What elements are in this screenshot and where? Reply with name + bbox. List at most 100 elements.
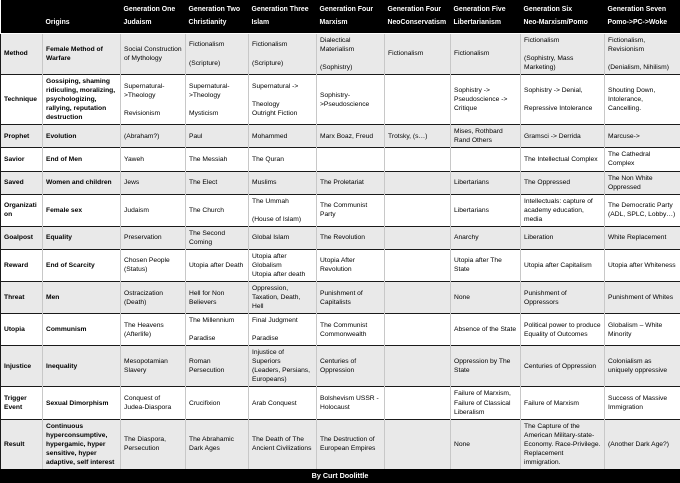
table-cell: Libertarians: [451, 194, 521, 226]
origins-cell: Women and children: [43, 171, 121, 194]
row-label: Threat: [1, 281, 43, 313]
origins-cell: Continuous hyperconsumptive, hypergamic,…: [43, 419, 121, 469]
origins-cell: Men: [43, 281, 121, 313]
origins-cell: End of Men: [43, 148, 121, 171]
column-header: Generation Five Libertarianism: [451, 0, 521, 33]
table-cell: Anarchy: [451, 226, 521, 249]
row-label: Savior: [1, 148, 43, 171]
table-cell: Mohammed: [249, 125, 317, 148]
table-cell: Fictionalism, Revisionism (Denialism, Ni…: [605, 33, 680, 74]
table-cell: [451, 148, 521, 171]
table-cell: Utopia After Revolution: [317, 249, 385, 281]
table-cell: White Replacement: [605, 226, 680, 249]
table-cell: Crucifixion: [186, 387, 249, 419]
table-cell: Failure of Marxism, Failure of Classical…: [451, 387, 521, 419]
table-cell: Gramsci -> Derrida: [521, 125, 605, 148]
table-cell: The Abrahamic Dark Ages: [186, 419, 249, 469]
table-cell: Ostracization (Death): [121, 281, 186, 313]
table-cell: Oppression by The State: [451, 346, 521, 387]
origins-cell: Evolution: [43, 125, 121, 148]
row-label: Injustice: [1, 346, 43, 387]
table-cell: Shouting Down, Intolerance, Cancelling.: [605, 75, 680, 125]
table-cell: [385, 75, 451, 125]
table-cell: Political power to produce Equality of O…: [521, 314, 605, 346]
column-header: Generation Three Islam: [249, 0, 317, 33]
row-label: Prophet: [1, 125, 43, 148]
table-cell: Globalism – White Minority: [605, 314, 680, 346]
table-cell: [385, 148, 451, 171]
table-cell: Marx Boaz, Freud: [317, 125, 385, 148]
table-cell: [385, 346, 451, 387]
row-label: Technique: [1, 75, 43, 125]
table-cell: Supernatural->Theology Revisionism: [121, 75, 186, 125]
table-cell: Injustice of Superiors (Leaders, Persian…: [249, 346, 317, 387]
table-cell: Trotsky, (s…): [385, 125, 451, 148]
table-cell: [385, 314, 451, 346]
table-cell: Success of Massive Immigration: [605, 387, 680, 419]
table-cell: Global Islam: [249, 226, 317, 249]
table-cell: [385, 249, 451, 281]
table-cell: The Oppressed: [521, 171, 605, 194]
row-label: Result: [1, 419, 43, 469]
table-cell: The Elect: [186, 171, 249, 194]
table-cell: The Second Coming: [186, 226, 249, 249]
row-label: Utopia: [1, 314, 43, 346]
row-label: Goalpost: [1, 226, 43, 249]
table-cell: Preservation: [121, 226, 186, 249]
table-cell: Judaism: [121, 194, 186, 226]
table-cell: Arab Conquest: [249, 387, 317, 419]
table-cell: Utopia after Death: [186, 249, 249, 281]
table-cell: Paul: [186, 125, 249, 148]
table-cell: Mesopotamian Slavery: [121, 346, 186, 387]
table-cell: Mises, Rothbard Rand Others: [451, 125, 521, 148]
table-cell: (Another Dark Age?): [605, 419, 680, 469]
table-cell: [317, 148, 385, 171]
table-cell: None: [451, 281, 521, 313]
table-cell: The Death of The Ancient Civilizations: [249, 419, 317, 469]
table-cell: Punishment of Whites: [605, 281, 680, 313]
table-cell: Sophistry->Pseudoscience: [317, 75, 385, 125]
table-cell: Centuries of Oppression: [317, 346, 385, 387]
table-cell: Jews: [121, 171, 186, 194]
table-cell: [385, 281, 451, 313]
column-header: Generation Four Marxism: [317, 0, 385, 33]
table-cell: The Revolution: [317, 226, 385, 249]
table-cell: Liberation: [521, 226, 605, 249]
table-cell: [385, 226, 451, 249]
table-cell: [385, 194, 451, 226]
table-cell: The Millennium Paradise: [186, 314, 249, 346]
table-cell: Social Construction of Mythology: [121, 33, 186, 74]
row-label: Method: [1, 33, 43, 74]
origins-cell: Equality: [43, 226, 121, 249]
origins-cell: Female Method of Warfare: [43, 33, 121, 74]
table-cell: The Heavens (Afterlife): [121, 314, 186, 346]
table-cell: Fictionalism (Scripture): [186, 33, 249, 74]
origins-cell: Gossiping, shaming ridiculing, moralizin…: [43, 75, 121, 125]
table-cell: Roman Persecution: [186, 346, 249, 387]
table-cell: Chosen People (Status): [121, 249, 186, 281]
table-cell: Sophistry -> Pseudoscience -> Critique: [451, 75, 521, 125]
table-cell: The Proletariat: [317, 171, 385, 194]
row-label: Reward: [1, 249, 43, 281]
column-header: Origins: [43, 0, 121, 33]
table-cell: Fictionalism: [451, 33, 521, 74]
origins-cell: Inequality: [43, 346, 121, 387]
table-cell: Centuries of Oppression: [521, 346, 605, 387]
table-cell: Fictionalism (Scripture): [249, 33, 317, 74]
row-label: Saved: [1, 171, 43, 194]
table-cell: The Communist Party: [317, 194, 385, 226]
table-cell: Bolshevism USSR - Holocaust: [317, 387, 385, 419]
table-cell: The Non White Oppressed: [605, 171, 680, 194]
column-header: Generation Six Neo-Marxism/Pomo: [521, 0, 605, 33]
table-cell: Intellectuals: capture of academy educat…: [521, 194, 605, 226]
table-cell: Supernatural->Theology Mysticism: [186, 75, 249, 125]
